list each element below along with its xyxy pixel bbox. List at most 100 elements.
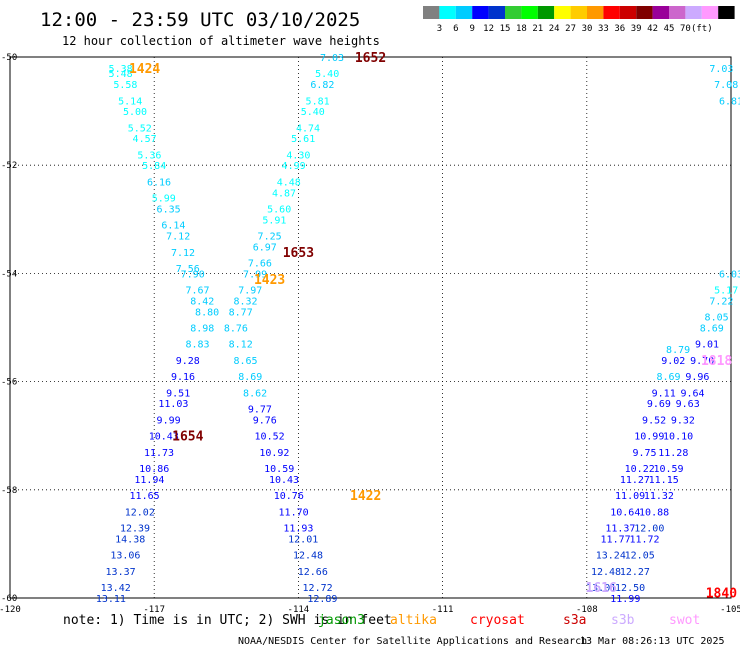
swh-value: 10.52 (255, 432, 285, 443)
swh-value: 10.64 (610, 507, 640, 518)
satellite-legend-altika: altika (390, 613, 437, 628)
satellite-legend-swot: swot (669, 613, 700, 628)
colorbar-swatch (587, 6, 604, 19)
swh-value: 11.77 (601, 535, 631, 546)
swh-value: 7.90 (181, 269, 205, 280)
swh-value: 9.63 (676, 399, 700, 410)
swh-value: 6.81 (719, 96, 740, 107)
colorbar-swatch (537, 6, 555, 19)
swh-value: 8.05 (705, 313, 729, 324)
pass-time-label: 1654 (172, 430, 203, 445)
swh-value: 7.66 (248, 259, 272, 270)
swh-value: 10.43 (149, 432, 179, 443)
swh-value: 7.97 (238, 286, 262, 297)
swh-value: 8.77 (229, 307, 253, 318)
swh-value: 7.22 (709, 297, 733, 308)
swh-value: 11.73 (144, 448, 174, 459)
colorbar-swatch (570, 6, 587, 19)
colorbar-label: 18 (516, 24, 527, 34)
satellite-legend-s3b: s3b (611, 613, 635, 628)
swh-value: 8.69 (700, 324, 724, 335)
swh-value: 8.62 (243, 388, 267, 399)
axis-tick-labels: -120 -117 -114 -111 -108 -105 -50 -52 -54 -56 -58 -… (0, 53, 740, 615)
swh-value: 10.86 (139, 464, 169, 475)
pass-time-label: 1616 (586, 581, 617, 596)
swh-value: 6.03 (719, 269, 740, 280)
colorbar-swatch (603, 6, 620, 19)
swh-value: 5.38 (109, 64, 133, 75)
title: 12:00 - 23:59 UTC 03/10/2025 (40, 9, 360, 31)
swh-value: 9.11 (652, 388, 676, 399)
swh-value: 9.01 (695, 340, 719, 351)
y-tick-label: -58 (1, 486, 17, 496)
swh-value: 7.99 (243, 269, 267, 280)
y-tick-label: -56 (1, 378, 17, 388)
swh-value: 12.00 (634, 524, 664, 535)
colorbar-label: 6 (453, 24, 458, 34)
swh-value: 9.70 (690, 356, 714, 367)
swh-value: 10.99 (634, 432, 664, 443)
swh-value: 8.79 (666, 345, 690, 356)
colorbar-swatch (701, 6, 719, 19)
colorbar-swatch (521, 6, 538, 19)
x-tick-label: -111 (432, 605, 454, 615)
swh-value: 12.72 (303, 583, 333, 594)
colorbar-label: 24 (549, 24, 560, 34)
footer-credit: NOAA/NESDIS Center for Satellite Applica… (238, 636, 587, 647)
swh-value: 12.66 (298, 567, 328, 578)
swh-value: 11.94 (134, 475, 164, 486)
color-scale-legend: 3 6 9 12 15 18 21 24 27 30 33 36 39 42 45 70 (ft) (423, 6, 735, 34)
swh-value: 4.48 (277, 177, 301, 188)
swh-value: 5.61 (291, 134, 315, 145)
swh-value: 7.67 (185, 286, 209, 297)
swh-value: 5.36 (137, 150, 161, 161)
swh-value: 5.81 (306, 96, 330, 107)
swh-value: 4.74 (296, 123, 320, 134)
swh-value: 12.01 (288, 535, 318, 546)
swh-value: 8.42 (190, 297, 214, 308)
swh-value: 10.59 (653, 464, 683, 475)
swh-value: 9.69 (647, 399, 671, 410)
swh-value: 12.50 (615, 583, 645, 594)
swh-value: 13.11 (96, 594, 126, 605)
swh-value: 12.05 (625, 551, 655, 562)
x-tick-label: -114 (288, 605, 310, 615)
satellite-legend-jason3: jason3 (318, 613, 365, 628)
swh-value: 5.48 (109, 69, 133, 80)
swh-value: 9.32 (671, 416, 695, 427)
x-tick-label: -117 (143, 605, 165, 615)
swh-value: 13.37 (106, 567, 136, 578)
swh-value: 6.35 (157, 205, 181, 216)
swh-value: 12.48 (591, 567, 621, 578)
swh-value: 10.92 (259, 448, 289, 459)
colorbar-swatch (718, 6, 735, 19)
swh-value: 4.57 (133, 134, 157, 145)
swh-value: 8.76 (224, 324, 248, 335)
swh-value: 11.28 (658, 448, 688, 459)
colorbar-label: (ft) (691, 24, 713, 34)
swh-data-points: 5.385.485.58 5.145.00 5.524.57 5.365.84 6.16… (96, 53, 740, 605)
swh-value: 11.27 (620, 475, 650, 486)
swh-value: 5.60 (267, 205, 291, 216)
swh-value: 9.52 (642, 416, 666, 427)
colorbar-swatch (619, 6, 637, 19)
swh-value: 8.69 (656, 372, 680, 383)
swh-value: 5.00 (123, 107, 147, 118)
swh-value: 11.15 (649, 475, 679, 486)
pass-time-label: 1818 (701, 354, 732, 369)
swh-value: 9.02 (661, 356, 685, 367)
swh-value: 5.84 (142, 161, 166, 172)
swh-value: 7.12 (171, 248, 195, 259)
swh-value: 5.40 (315, 69, 339, 80)
swh-value: 5.52 (128, 123, 152, 134)
y-tick-label: -54 (1, 269, 17, 279)
swh-value: 4.30 (286, 150, 310, 161)
swh-value: 14.38 (115, 535, 145, 546)
swh-value: 7.12 (166, 232, 190, 243)
swh-value: 11.93 (283, 524, 313, 535)
colorbar-label: 3 (437, 24, 442, 34)
colorbar-label: 27 (565, 24, 576, 34)
colorbar-label: 9 (469, 24, 474, 34)
swh-value: 10.88 (639, 507, 669, 518)
swh-value: 9.51 (166, 388, 190, 399)
